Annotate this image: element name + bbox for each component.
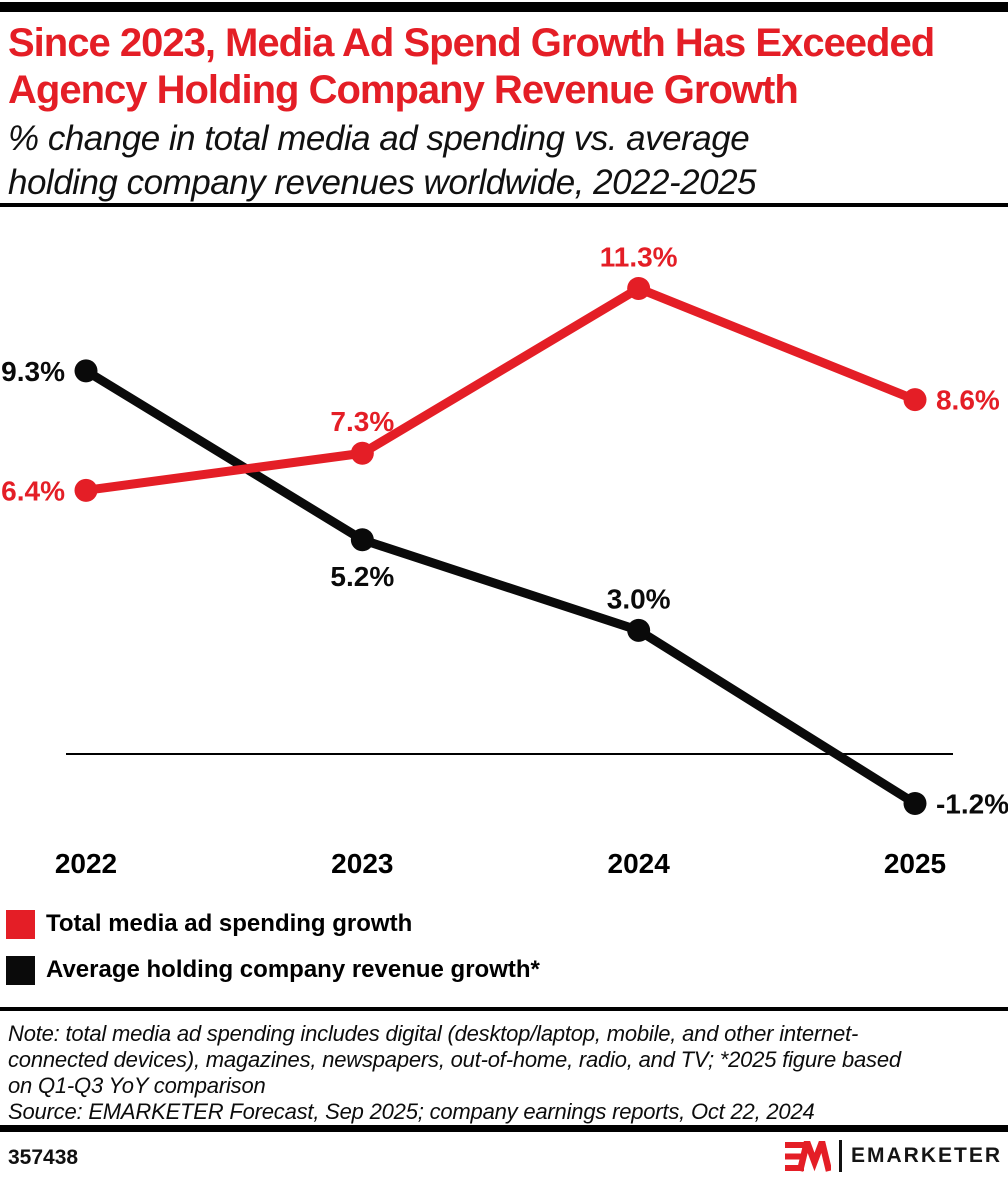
chart-title: Since 2023, Media Ad Spend Growth Has Ex… — [8, 20, 1000, 114]
line-chart-canvas: 9.3% 5.2% 3.0% -1.2% 6.4% 7.3% 11.3% 8.6% 2022 20… — [1, 241, 1008, 879]
chart-title-line-2: Agency Holding Company Revenue Growth — [8, 68, 799, 112]
data-point-1-2023 — [350, 528, 374, 552]
header-divider-rule — [0, 203, 1008, 207]
note-line: Note: total media ad spending includes d… — [8, 1021, 859, 1046]
legend-divider-rule — [0, 1007, 1008, 1011]
data-label-1-2025: -1.2% — [936, 788, 1008, 819]
data-label-1-2024: 3.0% — [607, 583, 671, 614]
chart-subtitle-line-2: holding company revenues worldwide, 2022… — [8, 163, 757, 202]
legend-swatch-black — [6, 955, 35, 985]
chart-header: Since 2023, Media Ad Spend Growth Has Ex… — [8, 20, 1000, 205]
footnotes: Note: total media ad spending includes d… — [8, 1021, 1000, 1125]
note-line: on Q1-Q3 YoY comparison — [8, 1073, 266, 1098]
legend-swatch-red — [6, 909, 35, 939]
legend-item-holding-company-revenue: Average holding company revenue growth* — [6, 955, 540, 985]
emarketer-wordmark: EMARKETER — [850, 1144, 1002, 1167]
data-point-0-2023 — [350, 441, 374, 465]
source-line: Source: EMARKETER Forecast, Sep 2025; co… — [8, 1099, 815, 1124]
note-line: connected devices), magazines, newspaper… — [8, 1047, 901, 1072]
line-chart: 9.3% 5.2% 3.0% -1.2% 6.4% 7.3% 11.3% 8.6% 2022 20… — [0, 220, 1008, 880]
top-accent-bar — [0, 2, 1008, 12]
chart-title-line-1: Since 2023, Media Ad Spend Growth Has Ex… — [8, 21, 935, 65]
data-point-0-2024 — [627, 276, 651, 300]
data-label-1-2022: 9.3% — [1, 356, 65, 387]
data-label-0-2025: 8.6% — [936, 385, 1000, 416]
data-label-1-2023: 5.2% — [330, 561, 394, 592]
data-point-1-2025 — [903, 791, 927, 815]
data-label-0-2022: 6.4% — [1, 475, 65, 506]
chart-id-number: 357438 — [8, 1146, 79, 1169]
legend-label: Average holding company revenue growth* — [46, 956, 540, 983]
chart-subtitle: % change in total media ad spending vs. … — [8, 117, 1000, 205]
legend-label: Total media ad spending growth — [46, 910, 413, 937]
data-point-0-2022 — [74, 478, 98, 502]
x-tick-label-2023: 2023 — [331, 848, 393, 879]
data-label-0-2024: 11.3% — [600, 241, 678, 272]
emarketer-monogram-icon — [784, 1140, 831, 1172]
x-tick-label-2025: 2025 — [884, 848, 946, 879]
logo-divider — [838, 1140, 842, 1172]
line-series-0 — [85, 283, 917, 495]
x-tick-label-2024: 2024 — [608, 848, 671, 879]
chart-subtitle-line-1: % change in total media ad spending vs. … — [8, 119, 750, 158]
data-point-1-2022 — [74, 359, 98, 383]
footer-accent-bar — [0, 1125, 1008, 1132]
line-series-1 — [83, 367, 918, 808]
legend-item-media-ad-spending: Total media ad spending growth — [6, 909, 412, 939]
data-point-1-2024 — [627, 618, 651, 642]
emarketer-logo: EMARKETER — [784, 1139, 1002, 1173]
data-label-0-2023: 7.3% — [330, 406, 394, 437]
data-point-0-2025 — [903, 388, 927, 412]
x-tick-label-2022: 2022 — [55, 848, 117, 879]
